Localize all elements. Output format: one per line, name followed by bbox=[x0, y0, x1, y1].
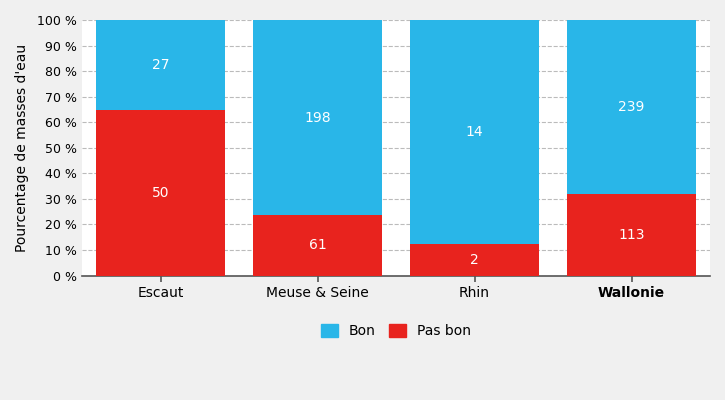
Text: 239: 239 bbox=[618, 100, 645, 114]
Legend: Bon, Pas bon: Bon, Pas bon bbox=[314, 317, 478, 345]
Text: 50: 50 bbox=[152, 186, 170, 200]
Text: 2: 2 bbox=[470, 252, 479, 266]
Bar bbox=[567, 194, 696, 276]
Bar bbox=[410, 20, 539, 244]
Bar bbox=[96, 20, 225, 110]
Text: 14: 14 bbox=[465, 125, 484, 139]
Bar bbox=[410, 244, 539, 276]
Bar bbox=[567, 20, 696, 194]
Bar bbox=[253, 215, 382, 276]
Text: 113: 113 bbox=[618, 228, 645, 242]
Text: 198: 198 bbox=[304, 111, 331, 125]
Y-axis label: Pourcentage de masses d'eau: Pourcentage de masses d'eau bbox=[15, 44, 29, 252]
Bar bbox=[96, 110, 225, 276]
Bar bbox=[253, 20, 382, 215]
Text: 27: 27 bbox=[152, 58, 170, 72]
Text: 61: 61 bbox=[309, 238, 326, 252]
